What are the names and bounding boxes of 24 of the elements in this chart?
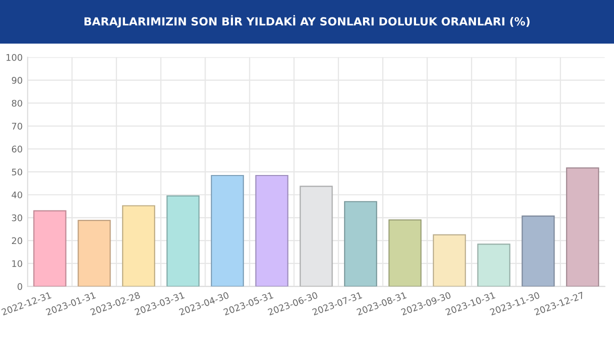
bar <box>166 195 200 286</box>
y-tick-label: 30 <box>12 214 22 222</box>
bar <box>210 174 244 286</box>
y-tick-label: 70 <box>12 122 22 130</box>
bar <box>477 244 510 286</box>
y-tick-label: 100 <box>6 54 22 61</box>
bar <box>522 216 555 286</box>
bar <box>388 219 422 286</box>
bar <box>33 210 66 286</box>
bar <box>122 205 156 286</box>
y-tick-label: 0 <box>18 283 22 290</box>
y-tick-label: 90 <box>12 76 22 84</box>
bar <box>255 174 288 286</box>
bar <box>566 167 600 286</box>
y-tick-label: 50 <box>12 168 22 176</box>
y-tick-label: 60 <box>12 146 22 152</box>
bar <box>432 234 466 286</box>
y-tick-label: 80 <box>12 100 22 107</box>
bar <box>78 220 111 286</box>
chart-title: BARAJLARIMIZIN SON BİR YILDAKİ AY SONLARI DOLULUK ORANLARI (%) <box>84 15 530 28</box>
y-tick-label: 20 <box>12 237 22 244</box>
y-tick-label: 40 <box>12 191 22 198</box>
bar <box>344 201 378 286</box>
y-tick-label: 10 <box>12 260 22 268</box>
